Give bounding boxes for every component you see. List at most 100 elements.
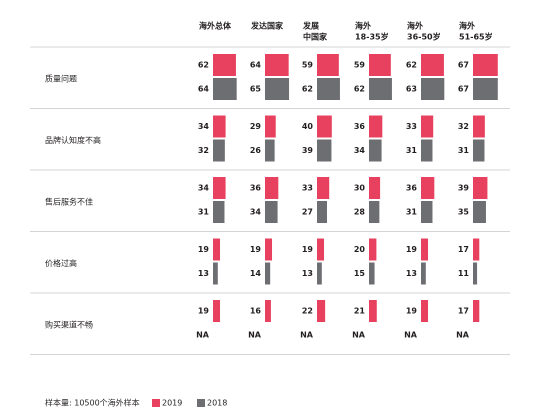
bar: [369, 262, 375, 285]
value-label: 29: [250, 122, 262, 131]
value-label: 34: [250, 208, 262, 217]
bar: [369, 300, 377, 322]
category-label: 质量问题: [45, 74, 77, 84]
bar: [473, 177, 488, 199]
value-label: 16: [250, 307, 262, 316]
value-label: 19: [406, 245, 418, 254]
value-label: 62: [198, 61, 209, 70]
value-label: NA: [300, 331, 314, 340]
value-label: 39: [302, 146, 314, 155]
column-header: 发达国家: [250, 21, 284, 31]
value-label: 67: [458, 61, 469, 70]
value-label: 36: [406, 184, 418, 193]
bar: [317, 177, 330, 199]
legend-swatch: [152, 399, 160, 407]
value-label: 32: [458, 122, 469, 131]
value-label: 31: [198, 208, 210, 217]
value-label: 19: [198, 307, 210, 316]
bar: [265, 115, 276, 138]
value-label: 36: [354, 122, 366, 131]
value-label: NA: [248, 331, 262, 340]
bar: [213, 78, 237, 100]
value-label: 35: [458, 208, 470, 217]
bar: [369, 177, 381, 199]
bar: [265, 201, 278, 223]
value-label: NA: [456, 331, 470, 340]
value-label: NA: [196, 331, 210, 340]
value-label: 19: [250, 245, 262, 254]
column-header: 51-65岁: [459, 32, 493, 42]
value-label: 62: [406, 61, 417, 70]
bar: [369, 115, 383, 138]
value-label: 65: [250, 85, 262, 94]
bar: [421, 115, 434, 138]
bar: [473, 201, 486, 223]
bar: [473, 115, 485, 138]
bar: [473, 78, 498, 100]
bar: [265, 78, 290, 100]
value-label: 30: [354, 184, 366, 193]
value-label: 13: [198, 269, 209, 278]
bar: [421, 54, 444, 76]
column-header: 海外总体: [199, 21, 232, 31]
category-label: 购买渠道不畅: [45, 320, 93, 330]
value-label: 19: [198, 245, 210, 254]
bar: [317, 300, 326, 322]
bar: [317, 115, 332, 138]
bar: [421, 262, 426, 285]
bar: [369, 238, 377, 261]
value-label: 20: [354, 245, 366, 254]
value-label: 34: [354, 146, 366, 155]
bar: [265, 177, 279, 199]
value-label: 26: [250, 146, 262, 155]
value-label: NA: [404, 331, 418, 340]
column-header: 18-35岁: [355, 32, 389, 42]
value-label: 27: [302, 208, 313, 217]
value-label: 63: [406, 85, 417, 94]
column-header: 36-50岁: [407, 32, 441, 42]
bar: [213, 115, 226, 138]
bar: [265, 54, 289, 76]
bar: [213, 300, 221, 322]
value-label: 21: [354, 307, 366, 316]
bar: [317, 78, 340, 100]
value-label: 64: [198, 85, 210, 94]
value-label: 31: [406, 146, 418, 155]
bar: [213, 177, 226, 199]
column-header: 海外: [407, 21, 423, 31]
bar: [369, 78, 392, 100]
value-label: 17: [458, 307, 469, 316]
column-header: 海外: [459, 21, 475, 31]
bar: [421, 238, 429, 261]
column-header: 发展: [302, 21, 319, 31]
bar: [473, 238, 480, 261]
value-label: 19: [302, 245, 314, 254]
value-label: 59: [302, 61, 314, 70]
bar: [421, 177, 435, 199]
bar: [421, 201, 433, 223]
value-label: 40: [302, 122, 314, 131]
bar: [369, 201, 380, 223]
value-label: 31: [406, 208, 418, 217]
value-label: 22: [302, 307, 313, 316]
category-label: 售后服务不佳: [45, 197, 93, 207]
bar: [473, 139, 485, 162]
bar: [213, 139, 225, 162]
bar: [421, 139, 433, 162]
value-label: 39: [458, 184, 470, 193]
footnote: 样本量: 10500个海外样本: [45, 398, 140, 408]
bar: [421, 300, 429, 322]
bar: [213, 262, 218, 285]
value-label: 59: [354, 61, 366, 70]
value-label: 62: [302, 85, 313, 94]
bar: [473, 54, 498, 76]
bar: [317, 262, 322, 285]
bar: [265, 238, 273, 261]
value-label: 17: [458, 245, 469, 254]
bar: [317, 238, 325, 261]
value-label: 19: [406, 307, 418, 316]
bar: [317, 139, 332, 162]
value-label: 14: [250, 269, 262, 278]
value-label: 33: [302, 184, 313, 193]
